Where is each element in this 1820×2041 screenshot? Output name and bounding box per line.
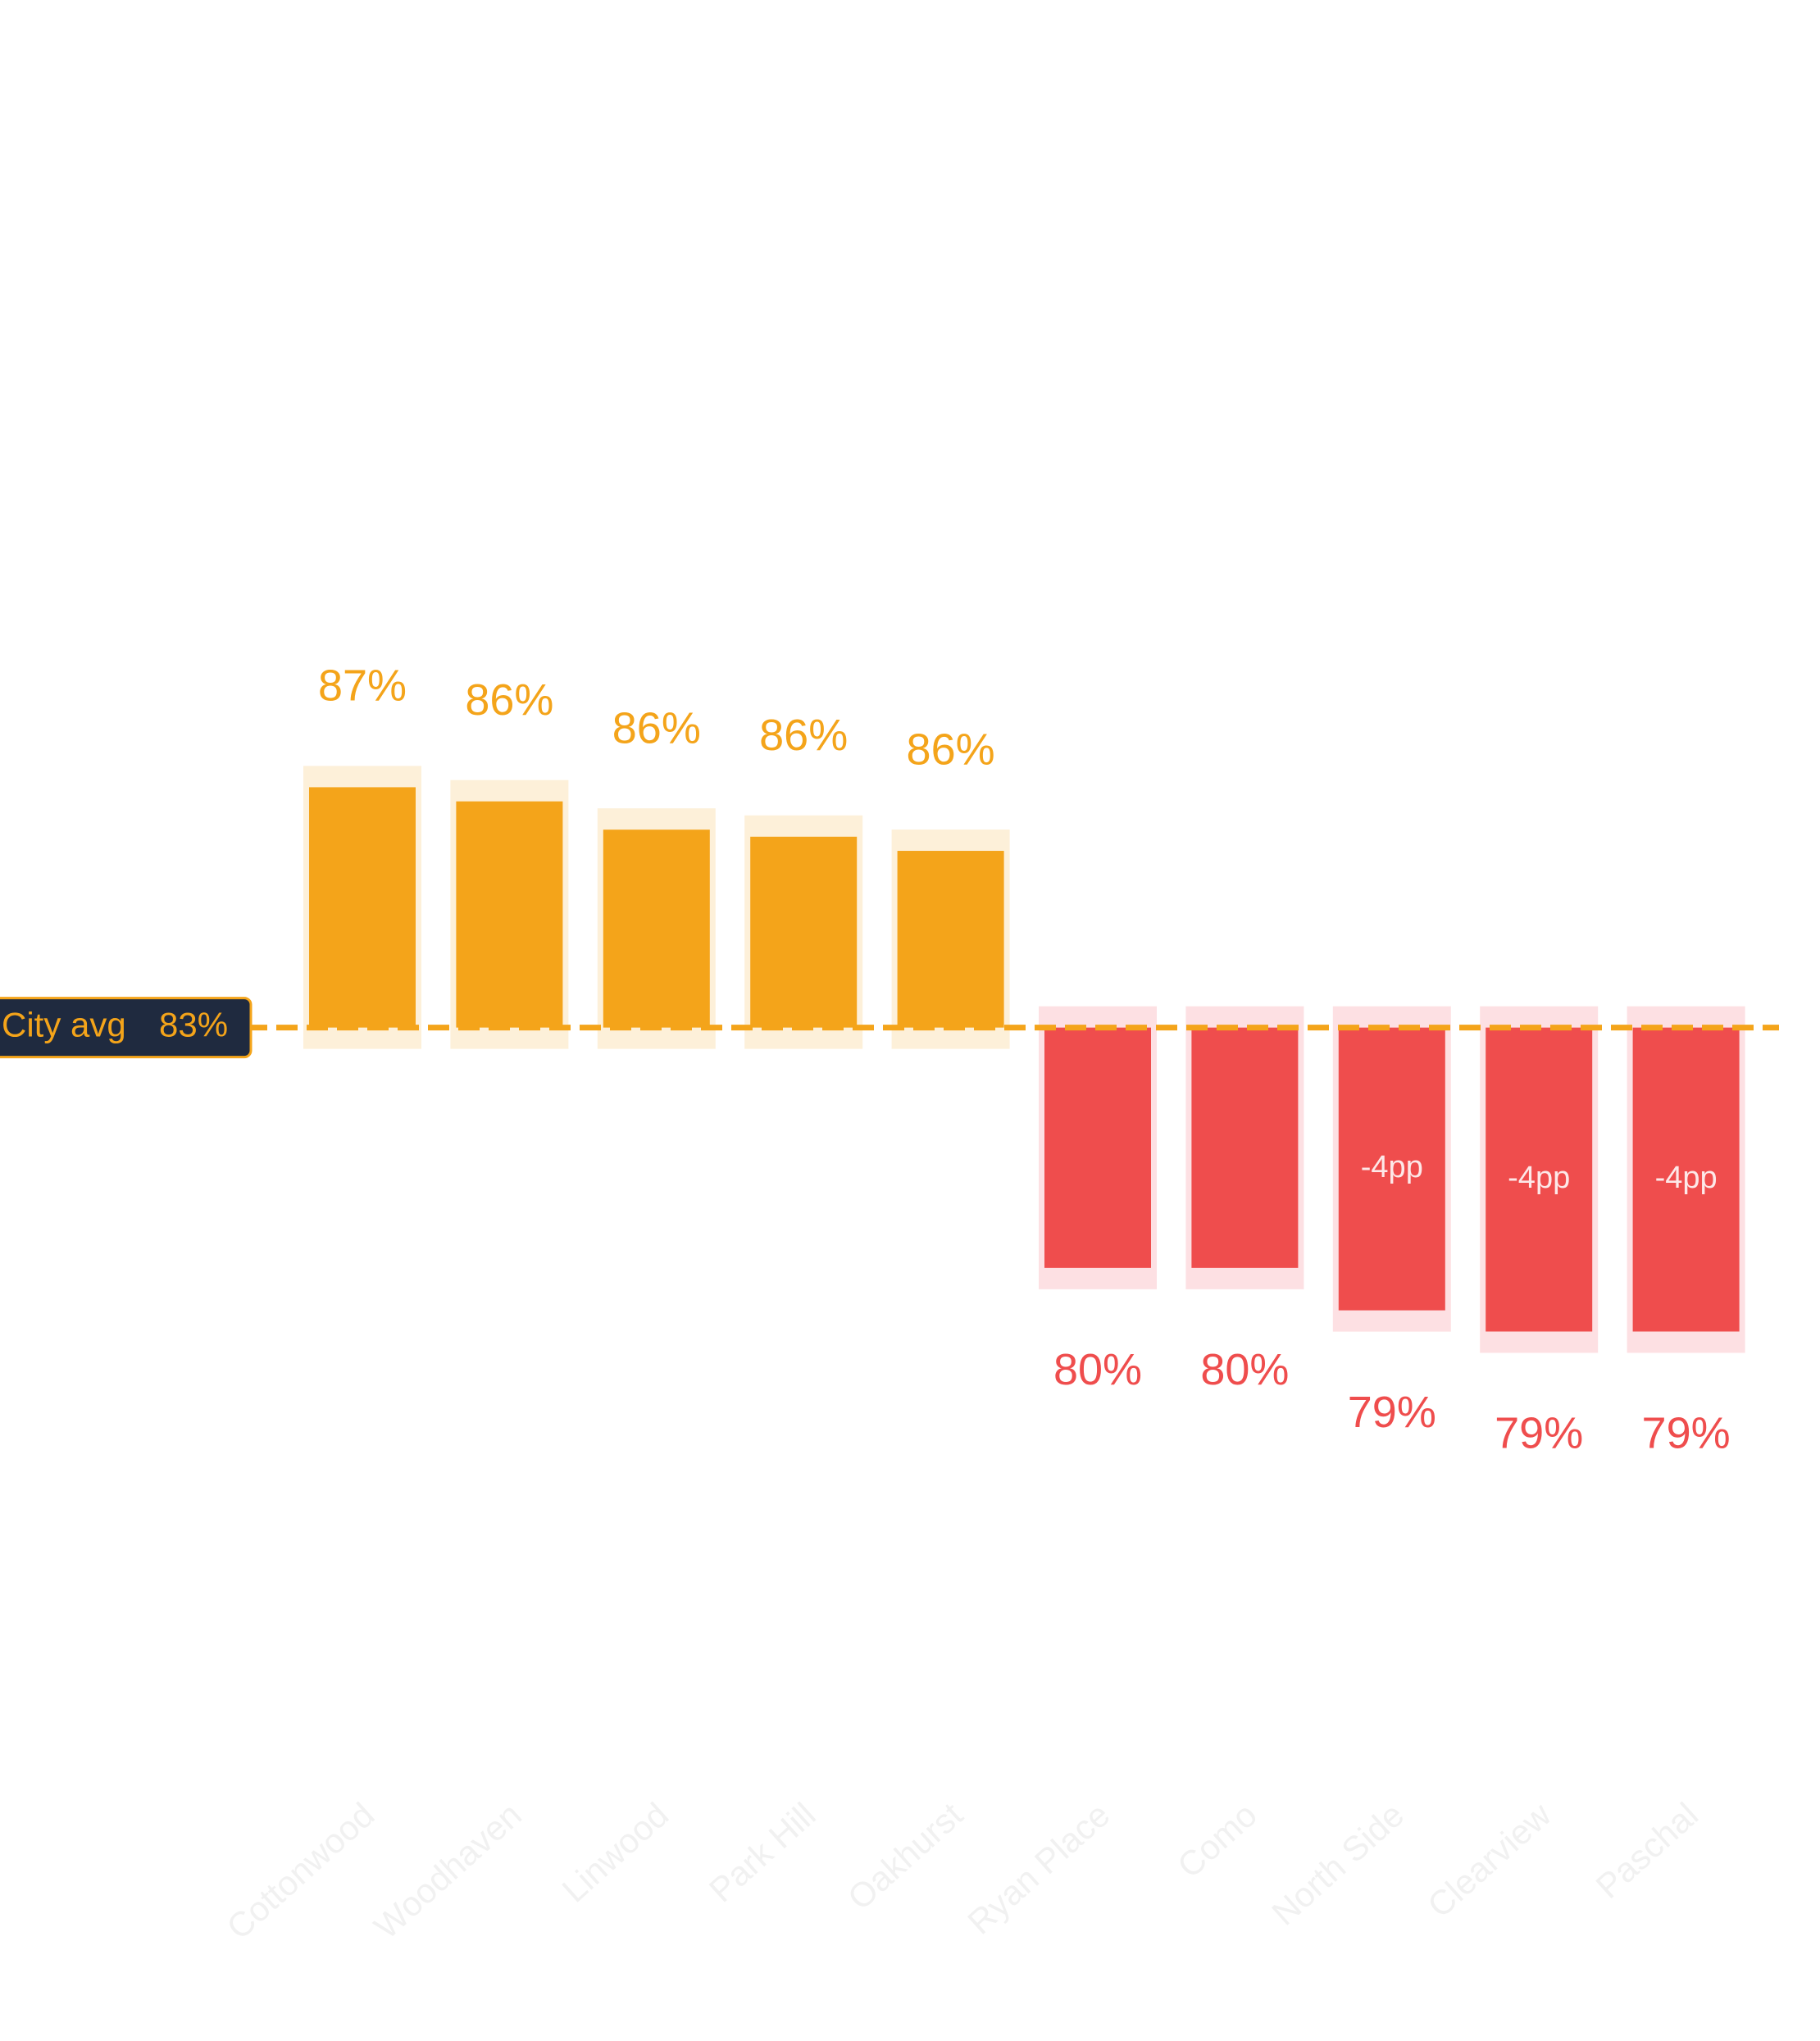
value-label: 86%: [612, 703, 701, 752]
reference-label: City avg: [2, 1006, 126, 1044]
value-label: 79%: [1642, 1409, 1731, 1458]
value-label: 87%: [318, 661, 407, 711]
bar: [456, 801, 563, 1028]
x-tick-label: Paschal: [1589, 1795, 1705, 1906]
value-label: 86%: [759, 711, 848, 760]
value-label: 86%: [907, 725, 995, 774]
bar: [309, 787, 416, 1028]
value-label: 79%: [1495, 1409, 1583, 1458]
value-label: 86%: [465, 675, 553, 725]
value-label: 79%: [1348, 1388, 1436, 1437]
x-tick-label: Oakhurst: [840, 1795, 970, 1917]
x-tick-label: Woodhaven: [366, 1795, 528, 1946]
bar: [750, 836, 858, 1028]
x-tick-label: North Side: [1264, 1795, 1411, 1933]
delta-label: -4pp: [1508, 1161, 1570, 1195]
bar: [1044, 1027, 1151, 1268]
reference-value: 83%: [159, 1006, 228, 1044]
reference-badge: [0, 997, 253, 1059]
x-tick-label: Cottonwood: [219, 1795, 381, 1947]
bar: [897, 851, 1004, 1028]
bar: [603, 830, 710, 1028]
x-tick-label: Clearview: [1420, 1795, 1558, 1925]
x-tick-label: Como: [1170, 1795, 1264, 1885]
delta-label: -4pp: [1655, 1161, 1718, 1195]
x-tick-label: Park Hill: [702, 1795, 823, 1910]
bar: [1632, 1027, 1740, 1332]
bar: [1191, 1027, 1299, 1268]
x-tick-label: Ryan Place: [960, 1795, 1117, 1942]
bar: [1486, 1027, 1593, 1332]
bar: [1338, 1027, 1445, 1311]
x-tick-label: Linwood: [555, 1795, 676, 1910]
value-label: 80%: [1200, 1345, 1289, 1394]
delta-label: -4pp: [1361, 1150, 1423, 1184]
value-label: 80%: [1053, 1345, 1142, 1394]
